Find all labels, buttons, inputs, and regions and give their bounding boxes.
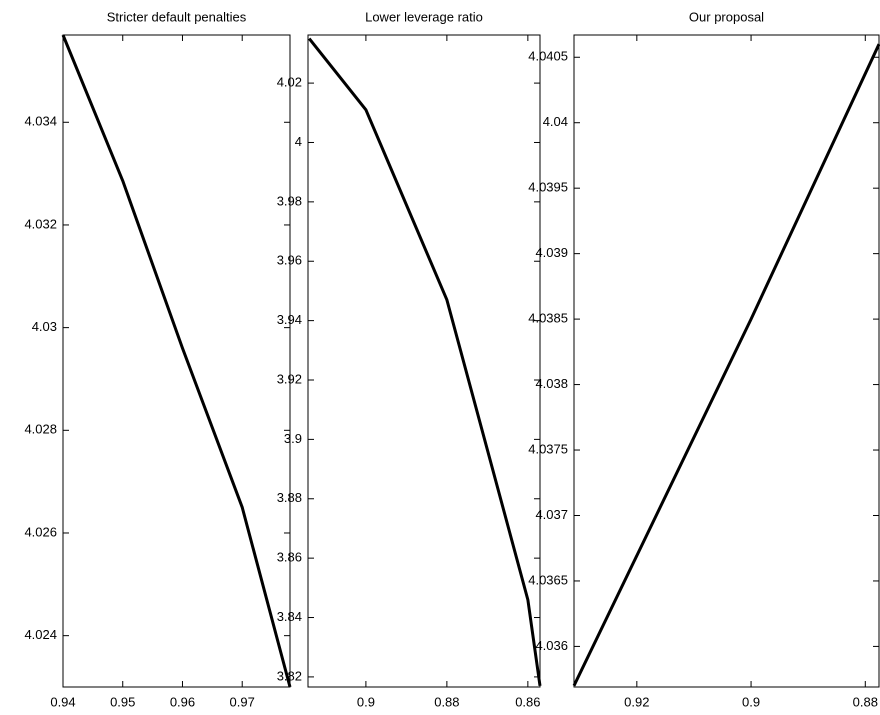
subplot-title: Lower leverage ratio [365,9,483,24]
y-tick-label: 4.024 [24,627,57,642]
plot-frame [62,34,291,688]
y-tick-label: 4.034 [24,114,57,129]
x-tick-label: 0.96 [170,694,195,709]
y-tick-label: 4.0405 [528,49,568,64]
y-tick-label: 3.88 [277,490,302,505]
x-tick-label: 0.94 [50,694,75,709]
y-tick-label: 4.028 [24,422,57,437]
y-tick-label: 3.82 [277,668,302,683]
y-tick-label: 4.039 [535,245,568,260]
y-tick-label: 4.0375 [528,441,568,456]
y-tick-label: 3.84 [277,609,302,624]
x-tick-label: 0.88 [434,694,459,709]
y-tick-label: 3.86 [277,550,302,565]
x-tick-label: 0.97 [230,694,255,709]
y-tick-label: 4.036 [535,638,568,653]
plot-frame [573,34,880,688]
y-tick-label: 4.03 [32,319,57,334]
y-tick-label: 4.0395 [528,180,568,195]
y-tick-label: 4.038 [535,376,568,391]
y-tick-label: 4.037 [535,507,568,522]
y-tick-label: 4.0365 [528,572,568,587]
y-tick-label: 4.04 [543,114,568,129]
x-tick-label: 0.9 [357,694,375,709]
x-tick-label: 0.9 [742,694,760,709]
y-tick-label: 3.94 [277,312,302,327]
x-tick-label: 0.86 [515,694,540,709]
subplot-title: Stricter default penalties [107,9,247,24]
plot-frame [307,34,541,688]
data-line [572,43,880,687]
y-tick-label: 3.96 [277,253,302,268]
y-tick-label: 4.0385 [528,311,568,326]
y-tick-label: 3.92 [277,371,302,386]
y-tick-label: 4.02 [277,75,302,90]
y-tick-label: 3.9 [284,431,302,446]
x-tick-label: 0.92 [624,694,649,709]
y-tick-label: 4.032 [24,216,57,231]
x-tick-label: 0.95 [110,694,135,709]
x-tick-label: 0.88 [853,694,878,709]
y-tick-label: 4.026 [24,524,57,539]
y-tick-label: 3.98 [277,193,302,208]
subplot-title: Our proposal [689,9,764,24]
y-tick-label: 4 [295,134,302,149]
data-line [308,37,542,687]
data-line [61,34,292,688]
